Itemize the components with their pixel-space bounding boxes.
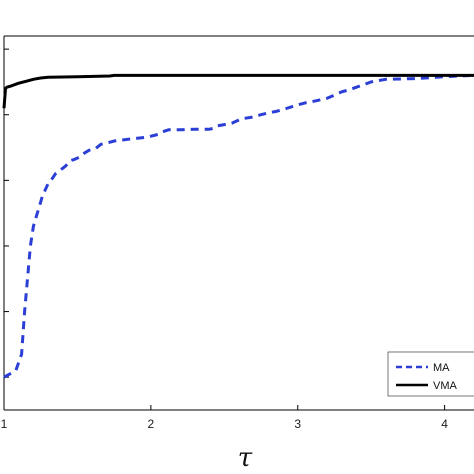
x-axis-label: τ (238, 443, 253, 473)
series-layer (2, 73, 474, 379)
x-tick-label: 3 (294, 417, 301, 431)
series-line-vma (2, 73, 474, 109)
x-tick-label: 1 (1, 417, 8, 431)
legend-label-vma: VMA (433, 380, 458, 392)
x-ticks: 1 2 3 4 (1, 405, 448, 431)
legend-label-ma: MA (433, 362, 450, 374)
x-tick-label: 4 (441, 417, 448, 431)
series-line-ma (3, 73, 474, 379)
x-tick-label: 2 (148, 417, 155, 431)
legend: MA VMA (387, 351, 474, 397)
legend-box (387, 351, 474, 397)
